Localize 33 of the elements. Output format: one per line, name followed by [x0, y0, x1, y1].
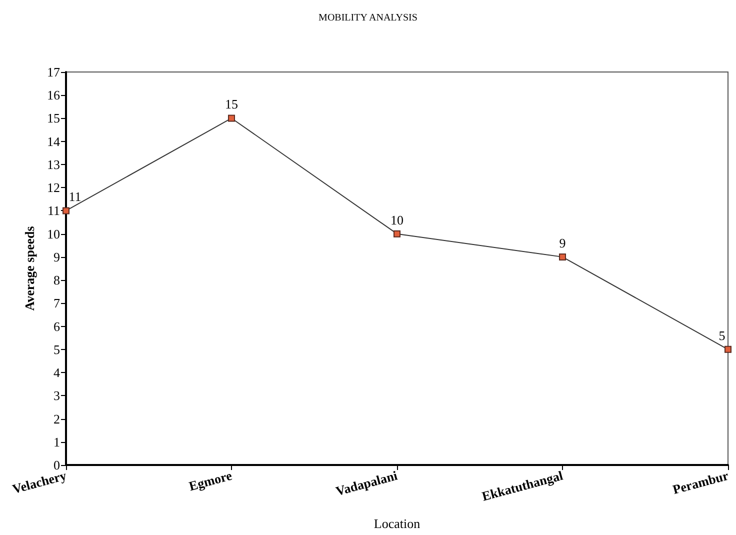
x-tick-label: Egmore: [187, 468, 234, 494]
data-label: 10: [390, 212, 404, 228]
point: [559, 253, 566, 260]
y-tick-label: 1: [54, 434, 60, 450]
y-tick-label: 17: [47, 64, 60, 80]
y-tick-label: 0: [54, 458, 60, 472]
point: [228, 114, 235, 122]
x-tick-label: Perambur: [670, 468, 730, 498]
y-tick-label: 11: [47, 203, 60, 218]
point: [724, 346, 732, 353]
y-tick-label: 7: [54, 296, 60, 311]
data-label: 11: [68, 189, 82, 204]
y-tick-label: 15: [47, 110, 60, 126]
y-tick-label: 12: [47, 180, 60, 196]
point: [62, 207, 70, 214]
y-tick-label: 10: [47, 226, 60, 242]
chart-title: MOBILITY ANALYSIS: [318, 12, 418, 24]
y-tick-label: 4: [54, 365, 60, 380]
y-tick-label: 2: [54, 411, 60, 426]
y-axis-title: Average speeds: [22, 226, 38, 311]
y-tick-label: 5: [54, 342, 60, 357]
y-tick-label: 9: [54, 249, 60, 264]
y-tick-label: 13: [47, 156, 60, 172]
y-tick-label: 3: [54, 388, 60, 404]
y-tick-label: 8: [54, 272, 60, 288]
point: [394, 230, 400, 238]
y-tick-label: 6: [54, 318, 60, 334]
data-label: 9: [559, 235, 566, 250]
data-label: 5: [718, 328, 726, 343]
data-label: 15: [225, 96, 238, 112]
x-axis-title: Location: [374, 516, 421, 531]
y-tick-label: 14: [47, 134, 60, 149]
y-tick-label: 16: [47, 88, 60, 103]
